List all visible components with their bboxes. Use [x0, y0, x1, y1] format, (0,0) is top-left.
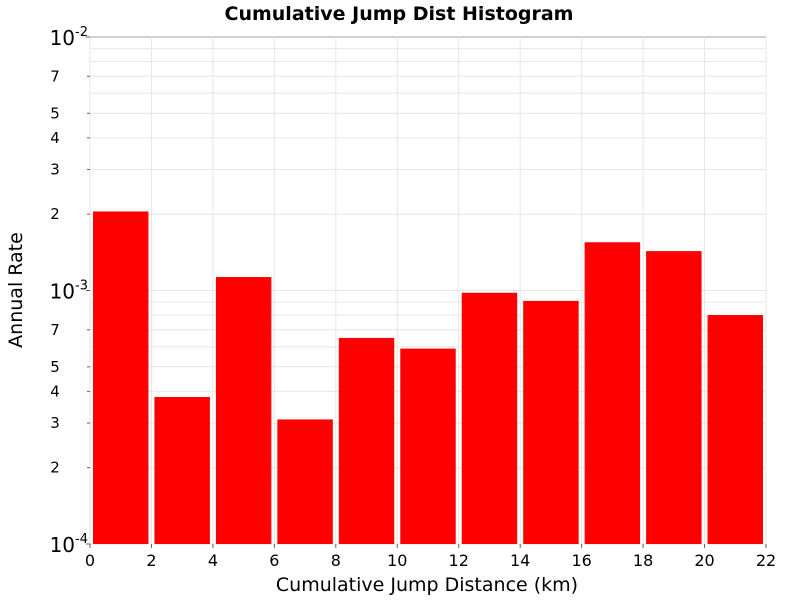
- histogram-bar: [523, 300, 579, 544]
- x-tick-label: 16: [571, 551, 591, 570]
- histogram-bar: [277, 419, 333, 544]
- histogram-bar: [215, 277, 272, 544]
- y-major-tick-label: 10-3: [50, 279, 88, 304]
- x-axis-label: Cumulative Jump Distance (km): [276, 574, 578, 596]
- x-tick-label: 0: [85, 551, 95, 570]
- y-minor-tick-label: 4: [50, 129, 60, 147]
- x-tick-label: 4: [208, 551, 218, 570]
- x-tick-label: 22: [756, 551, 776, 570]
- y-minor-tick-label: 5: [50, 358, 60, 376]
- y-axis-label: Annual Rate: [5, 232, 27, 348]
- axes: 0 2 4 6 8 10 12 14 16 18 20 22 10-2 10-3 10-4 7 5 4 3 2 7 5 4 3…: [50, 25, 777, 570]
- y-minor-tick-label: 3: [50, 414, 60, 432]
- y-minor-tick-label: 4: [50, 382, 60, 400]
- histogram-bar: [461, 292, 518, 544]
- histogram-bar: [707, 315, 763, 544]
- chart-title: Cumulative Jump Dist Histogram: [225, 3, 574, 25]
- histogram-bar: [646, 251, 702, 544]
- y-minor-tick-label: 7: [50, 67, 60, 85]
- y-minor-tick-label: 3: [50, 161, 60, 179]
- y-minor-tick-label: 2: [50, 205, 60, 223]
- x-tick-label: 6: [269, 551, 279, 570]
- y-major-tick-label: 10-2: [50, 25, 88, 50]
- histogram-bar: [154, 397, 210, 544]
- histogram-bar: [584, 242, 641, 544]
- x-tick-label: 2: [146, 551, 156, 570]
- y-major-tick-label: 10-4: [50, 532, 88, 557]
- x-tick-label: 12: [449, 551, 469, 570]
- histogram-bar: [400, 348, 456, 544]
- y-minor-tick-label: 7: [50, 321, 60, 339]
- histogram-bar: [338, 337, 395, 544]
- bars: [93, 211, 763, 544]
- x-tick-label: 18: [633, 551, 653, 570]
- x-tick-label: 8: [331, 551, 341, 570]
- x-tick-label: 20: [694, 551, 714, 570]
- histogram-bar: [93, 211, 149, 544]
- y-minor-tick-label: 5: [50, 104, 60, 122]
- x-tick-label: 10: [387, 551, 407, 570]
- y-minor-tick-label: 2: [50, 459, 60, 477]
- x-tick-label: 14: [510, 551, 530, 570]
